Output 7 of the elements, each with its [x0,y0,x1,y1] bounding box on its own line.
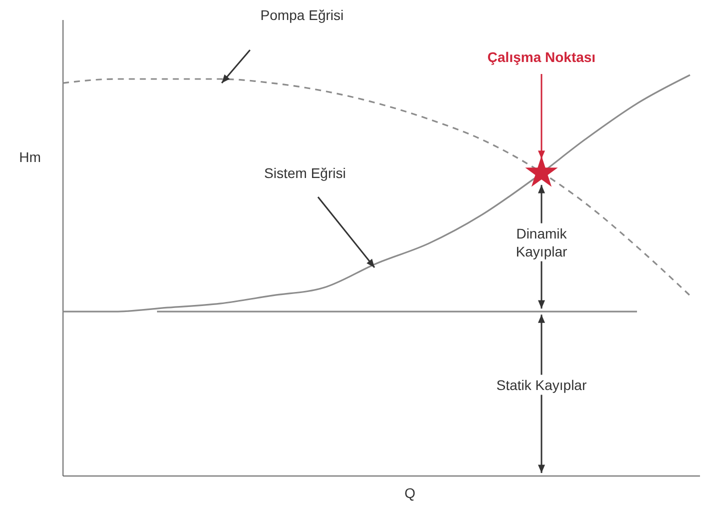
annotation: Statik Kayıplar [496,376,587,393]
text: Çalışma Noktası [487,49,596,65]
annotation: Sistem Eğrisi [264,165,346,181]
annotation: Dinamik Kayıplar [516,225,568,260]
x-axis-title: Q [404,485,416,501]
y-axis-title: Hm [19,149,41,165]
text: Pompa Eğrisi [260,7,344,23]
